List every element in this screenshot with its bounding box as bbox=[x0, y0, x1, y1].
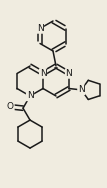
Text: N: N bbox=[78, 85, 85, 94]
Text: N: N bbox=[66, 69, 72, 78]
Text: N: N bbox=[37, 24, 43, 33]
Text: N: N bbox=[27, 92, 33, 101]
Text: O: O bbox=[7, 102, 14, 111]
Text: N: N bbox=[40, 69, 46, 78]
